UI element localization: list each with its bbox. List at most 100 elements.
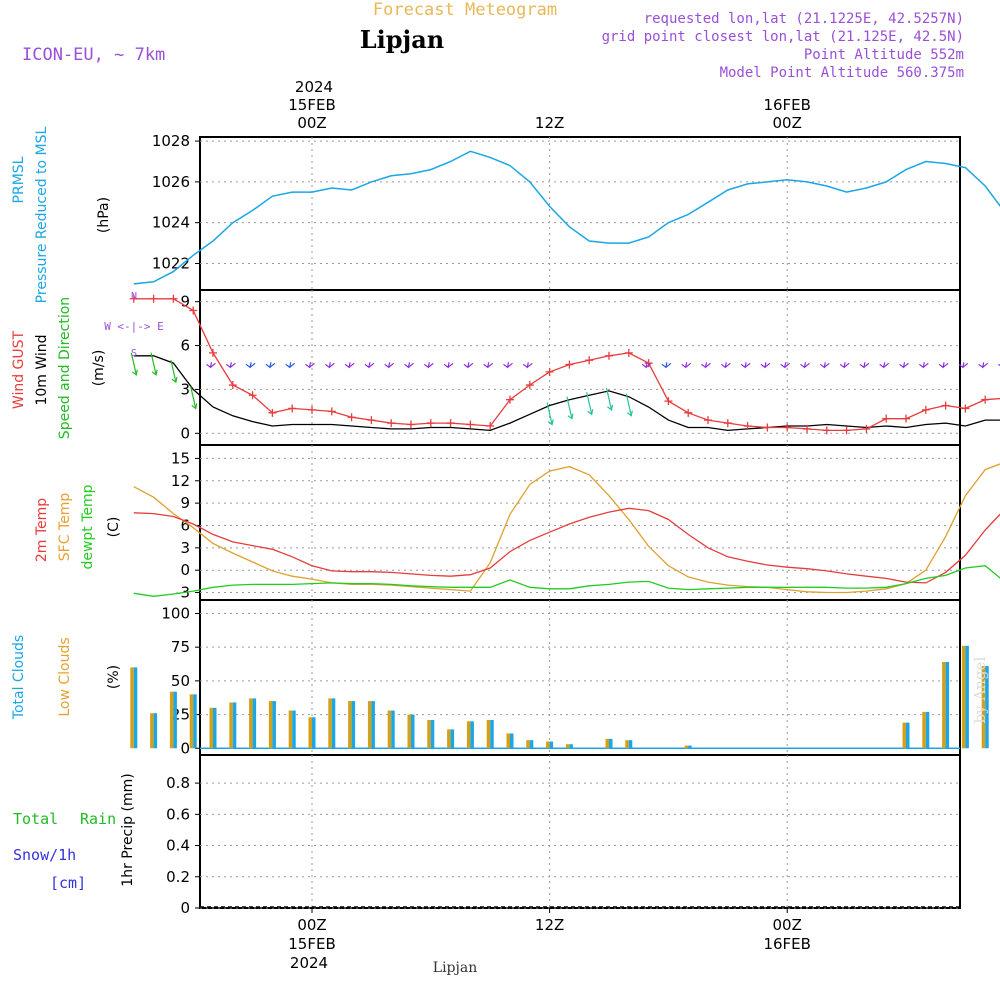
wind-direction-arrow (388, 362, 395, 368)
low-cloud-bar (447, 729, 451, 749)
low-cloud-bar (189, 694, 194, 749)
gust-marker (664, 397, 673, 406)
wind-direction-arrow (586, 392, 593, 415)
wind-direction-arrowhead (305, 362, 312, 369)
gust-marker (189, 306, 198, 315)
wind-direction-arrow (843, 362, 850, 368)
total-cloud-bar (232, 702, 237, 749)
wind-direction-arrow (229, 362, 236, 368)
low-cloud-bar (981, 666, 986, 749)
low-cloud-bar (902, 722, 906, 749)
gust-marker (763, 423, 772, 432)
ytick-label-pressure: 1026 (152, 173, 190, 191)
low-cloud-bar (288, 710, 293, 749)
low-cloud-bar (308, 717, 312, 749)
gust-marker (624, 348, 633, 357)
frame-temp (199, 444, 961, 601)
wind-direction-arrow (487, 362, 494, 368)
temp-label-3: dewpt Temp (80, 484, 96, 569)
bottom-year: 2024 (290, 954, 328, 972)
frame-pressure (199, 136, 961, 291)
ytick-label-temp: 0 (180, 561, 190, 579)
precip-label-rain: Rain (80, 810, 116, 828)
gust-marker (327, 407, 336, 416)
wind-direction-arrowhead (938, 362, 945, 369)
ytick-label-precip: 0.6 (166, 805, 190, 823)
total-cloud-bar (609, 738, 613, 749)
gust-marker (525, 381, 534, 390)
credit: by Angel (971, 656, 989, 723)
wind-direction-arrowhead (131, 369, 138, 376)
temp-unit: (C) (106, 517, 122, 538)
wind-label-3: Speed and Direction (57, 297, 73, 439)
wind-direction-arrowhead (547, 419, 554, 426)
gust-marker (961, 404, 970, 413)
wind-direction-arrow (210, 362, 216, 368)
ytick-label-wind: 3 (180, 380, 190, 398)
low-cloud-bar (268, 701, 273, 749)
wind-direction-arrow (903, 362, 909, 368)
wind-direction-arrowhead (819, 362, 826, 369)
bottom-time-axis: 2024 00Z15FEB12Z00Z16FEB12Z00Z17FEB12Z (288, 908, 811, 972)
ytick-label-temp: 6 (180, 516, 190, 534)
total-cloud-bar (173, 691, 177, 749)
wind-direction-arrowhead (760, 362, 767, 369)
total-cloud-bar (965, 645, 969, 749)
gust-marker (545, 367, 554, 376)
top-date-label: 15FEB (288, 96, 335, 114)
wind-direction-arrow (705, 362, 711, 368)
top-hour-label: 00Z (773, 114, 802, 132)
wind-direction-arrow (605, 387, 613, 411)
total-cloud-bar (470, 721, 474, 749)
total-cloud-bar (510, 733, 514, 749)
gust-marker (803, 424, 811, 433)
wind-direction-arrow (962, 362, 969, 368)
wind-direction-arrowhead (899, 362, 906, 369)
total-cloud-bar (133, 667, 138, 749)
wind-direction-arrow (546, 402, 553, 425)
pressure-unit: (hPa) (96, 197, 112, 233)
gust-marker (902, 414, 910, 423)
ytick-label-clouds: 0 (180, 739, 190, 757)
wind-direction-arrow (170, 359, 177, 383)
location-title: Lipjan (360, 25, 444, 54)
precip-label-cm: [cm] (50, 874, 86, 892)
wind-direction-arrowhead (483, 362, 490, 369)
ytick-label-wind: 6 (180, 337, 190, 355)
total-cloud-bar (292, 710, 296, 749)
total-cloud-bar (272, 701, 276, 749)
low-cloud-bar (328, 698, 332, 749)
wind-direction-arrow (269, 362, 276, 368)
total-cloud-bar (569, 744, 573, 749)
low-cloud-bar (407, 714, 411, 749)
wind-direction-arrowhead (978, 362, 985, 369)
pressure-label-2: Pressure Reduced to MSL (34, 126, 50, 303)
ytick-label-pressure: 1028 (152, 132, 190, 150)
wind-direction-arrow (289, 362, 296, 368)
ytick-label-clouds: 75 (171, 638, 190, 656)
low-cloud-bar (961, 645, 966, 749)
wind-direction-arrow (190, 386, 197, 409)
low-cloud-bar (367, 701, 372, 749)
gust-marker (941, 401, 950, 410)
wind-direction-arrowhead (171, 376, 178, 384)
frame-precip (199, 754, 961, 909)
low-cloud-bar (625, 740, 629, 749)
requested-coords: requested lon,lat (21.1225E, 42.5257N) (644, 11, 964, 27)
gust-marker (149, 294, 158, 303)
wind-direction-arrowhead (661, 362, 668, 369)
low-cloud-bar (249, 698, 253, 749)
wind-label-2: 10m Wind (34, 334, 50, 405)
precip-label-snow: Snow/1h (13, 846, 76, 864)
clouds-label-1: Total Clouds (11, 635, 27, 720)
wind-direction-arrow (685, 362, 692, 368)
wind-direction-arrow (744, 362, 751, 368)
total-cloud-bar (153, 713, 158, 749)
ytick-label-wind: 9 (180, 293, 190, 311)
gust-marker (862, 424, 871, 433)
wind-direction-arrowhead (265, 362, 272, 369)
wind-direction-arrowhead (641, 362, 648, 369)
gust-marker (723, 419, 732, 428)
compass-n-icon: N (131, 291, 137, 302)
